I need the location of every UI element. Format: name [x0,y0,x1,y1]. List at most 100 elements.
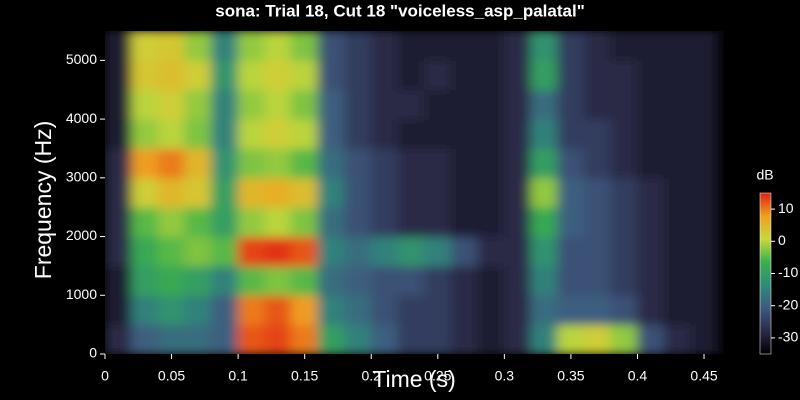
cell [530,89,559,120]
cell [105,294,133,326]
cell [184,294,212,326]
cell [450,59,479,91]
cell [210,147,239,179]
cell [530,177,559,208]
cell [397,31,425,61]
cell [290,177,319,208]
x-tick-label: 0.35 [557,368,584,384]
cell [237,265,266,296]
cell [264,31,292,61]
y-tick-label: 2000 [66,227,97,243]
cell [184,206,212,238]
y-tick-label: 5000 [66,51,97,67]
cell [344,265,372,296]
cell [636,177,665,208]
y-tick-label: 0 [89,345,97,361]
cell [344,236,372,267]
cell [663,206,692,238]
cell [557,236,585,267]
cell [423,118,452,149]
cell [530,118,559,149]
cell [690,89,718,120]
cell [423,294,452,326]
cell [210,236,239,267]
cell [450,118,479,149]
cell [663,265,692,296]
cell [663,236,692,267]
cell [423,31,452,61]
cell [344,118,372,149]
cell [344,31,372,61]
cell [317,294,346,326]
cell [690,324,718,354]
cell [610,147,638,179]
cell [157,294,186,326]
cell [290,118,319,149]
cell [636,89,665,120]
cell [610,59,638,91]
cell [317,147,346,179]
cell [184,265,212,296]
cell [237,324,266,354]
cell [663,118,692,149]
cell [557,31,585,61]
colorbar-tick-label: -10 [778,264,798,280]
cell [583,294,612,326]
cell [397,265,425,296]
cell [264,147,292,179]
y-tick-label: 3000 [66,169,97,185]
cell [690,118,718,149]
cell [690,59,718,91]
cell [450,324,479,354]
cell [423,324,452,354]
x-tick-label: 0.1 [228,368,248,384]
cell [557,177,585,208]
cell [690,177,718,208]
cell [636,206,665,238]
cell [131,59,159,91]
cell [317,236,346,267]
cell [237,59,266,91]
cell [131,31,159,61]
cell [450,236,479,267]
cell [237,236,266,267]
cell [530,147,559,179]
cell [370,236,399,267]
cell [477,89,505,120]
cell [663,31,692,61]
cell [636,118,665,149]
cell [450,265,479,296]
x-tick-label: 0.05 [158,368,185,384]
cell [184,147,212,179]
cell [290,324,319,354]
cell [477,324,505,354]
cell [317,31,346,61]
x-tick-label: 0.15 [291,368,318,384]
cell [503,59,532,91]
cell [477,59,505,91]
cell [610,118,638,149]
chart-title: sona: Trial 18, Cut 18 "voiceless_asp_pa… [215,1,585,20]
cell [237,177,266,208]
cell [663,177,692,208]
cell [184,177,212,208]
cell [663,294,692,326]
cell [290,59,319,91]
cell [530,294,559,326]
cell [583,118,612,149]
cell [344,324,372,354]
cell [583,206,612,238]
cell [423,147,452,179]
cell [477,31,505,61]
cell [397,294,425,326]
x-tick-label: 0.45 [690,368,717,384]
cell [264,206,292,238]
cell [157,118,186,149]
cell [583,177,612,208]
cell [317,265,346,296]
cell [317,324,346,354]
cell [503,31,532,61]
cell [370,118,399,149]
cell [583,324,612,354]
cell [530,324,559,354]
